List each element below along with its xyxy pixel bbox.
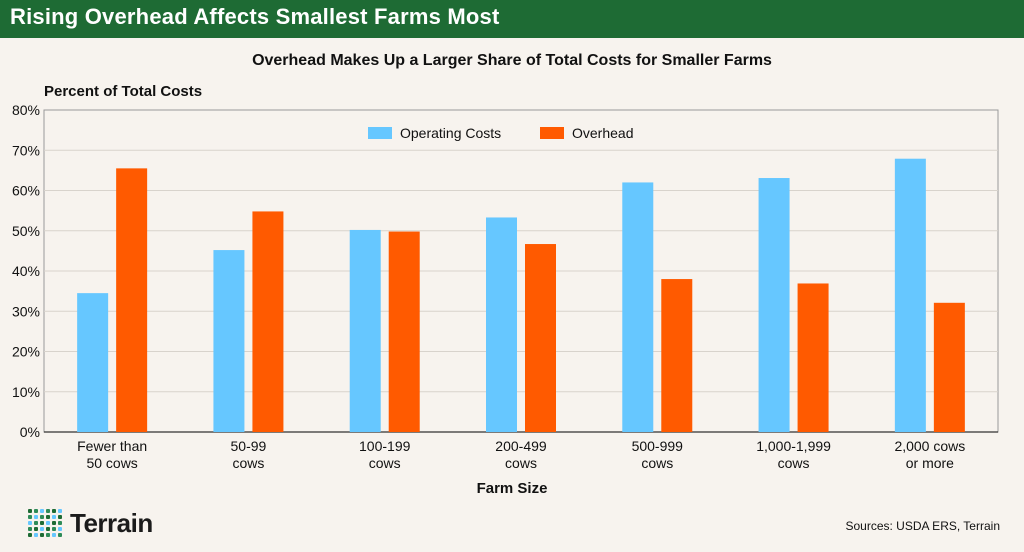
x-tick-label: Fewer than (77, 438, 147, 454)
bar-overhead (661, 279, 693, 432)
bar-operating-costs (894, 158, 926, 432)
legend-operating-costs-swatch (368, 127, 392, 139)
logo-dot (46, 533, 50, 537)
x-tick-label: cows (505, 455, 537, 471)
x-tick-label: cows (232, 455, 264, 471)
logo-dot (46, 527, 50, 531)
bar-operating-costs (77, 293, 109, 432)
logo-dot (40, 509, 44, 513)
logo-dot (52, 533, 56, 537)
logo-dot (58, 521, 62, 525)
x-tick-label: 200-499 (495, 438, 547, 454)
y-tick-label: 0% (20, 424, 40, 440)
logo-dot (28, 521, 32, 525)
bar-overhead (116, 168, 148, 433)
logo-dot (52, 521, 56, 525)
y-tick-label: 60% (12, 183, 40, 199)
logo-dot (58, 515, 62, 519)
y-tick-label: 20% (12, 344, 40, 360)
y-tick-label: 40% (12, 263, 40, 279)
bar-overhead (933, 302, 965, 432)
bar-operating-costs (622, 182, 654, 432)
logo-dot (52, 515, 56, 519)
logo-dot (28, 515, 32, 519)
bar-operating-costs (213, 250, 245, 432)
logo-text: Terrain (70, 507, 153, 538)
logo-dot (40, 533, 44, 537)
logo-dot (58, 527, 62, 531)
logo-dot (34, 533, 38, 537)
x-tick-label: 100-199 (359, 438, 411, 454)
x-tick-label: cows (641, 455, 673, 471)
title-banner: Rising Overhead Affects Smallest Farms M… (0, 0, 1024, 38)
x-tick-label: 500-999 (632, 438, 684, 454)
x-tick-label: 50 cows (86, 455, 137, 471)
x-tick-label: or more (906, 455, 954, 471)
bar-overhead (797, 283, 829, 432)
chart-title: Overhead Makes Up a Larger Share of Tota… (252, 52, 772, 69)
x-tick-label: 1,000-1,999 (756, 438, 831, 454)
logo-dot (28, 509, 32, 513)
y-axis-label: Percent of Total Costs (44, 83, 203, 100)
y-tick-label: 50% (12, 223, 40, 239)
logo-dot (46, 521, 50, 525)
banner-title: Rising Overhead Affects Smallest Farms M… (10, 4, 500, 29)
logo-dot (34, 527, 38, 531)
legend-operating-costs-label: Operating Costs (400, 125, 501, 141)
x-tick-label: 50-99 (231, 438, 267, 454)
logo-dot (46, 515, 50, 519)
logo-dot (40, 527, 44, 531)
x-tick-label: cows (369, 455, 401, 471)
bar-overhead (388, 231, 420, 432)
x-axis-label: Farm Size (476, 480, 548, 497)
terrain-logo: Terrain (28, 503, 153, 543)
logo-dot (40, 521, 44, 525)
x-tick-label: 2,000 cows (894, 438, 965, 454)
logo-dot (34, 509, 38, 513)
y-tick-label: 70% (12, 142, 40, 158)
bar-operating-costs (486, 217, 517, 432)
logo-dot (58, 509, 62, 513)
bar-overhead (525, 244, 556, 432)
bar-operating-costs (349, 229, 381, 432)
source-note: Sources: USDA ERS, Terrain (845, 519, 1000, 533)
legend-overhead-swatch (540, 127, 564, 139)
y-tick-label: 80% (12, 102, 40, 118)
logo-dot (46, 509, 50, 513)
dot-grid-icon (28, 509, 62, 537)
legend-overhead-label: Overhead (572, 125, 633, 141)
logo-dot (52, 527, 56, 531)
bar-overhead (252, 211, 284, 432)
logo-dot (58, 533, 62, 537)
logo-dot (52, 509, 56, 513)
logo-dot (34, 521, 38, 525)
y-tick-label: 30% (12, 303, 40, 319)
bar-operating-costs (758, 178, 790, 432)
logo-dot (28, 533, 32, 537)
logo-dot (34, 515, 38, 519)
logo-dot (28, 527, 32, 531)
y-tick-label: 10% (12, 384, 40, 400)
x-tick-label: cows (778, 455, 810, 471)
logo-dot (40, 515, 44, 519)
